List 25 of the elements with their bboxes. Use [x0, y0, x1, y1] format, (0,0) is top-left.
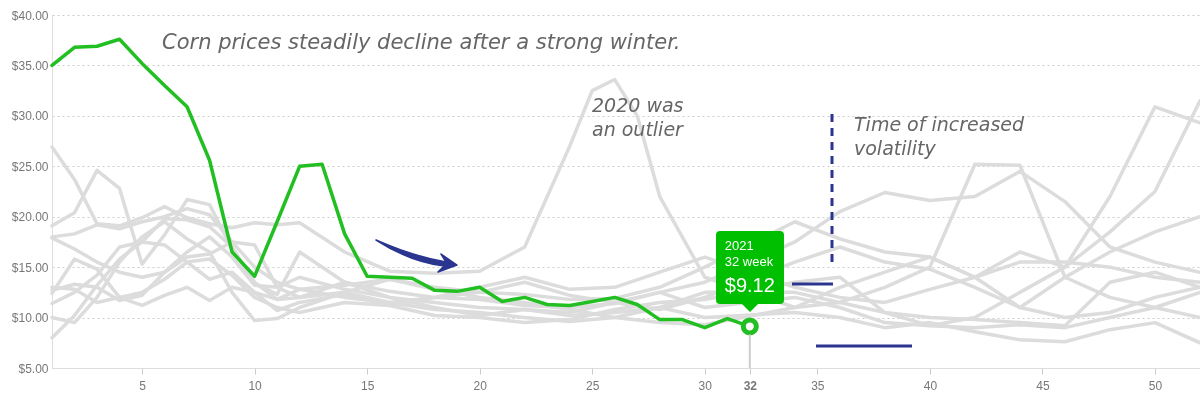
y-tick-label: $20.00	[11, 210, 49, 225]
y-tick-label: $35.00	[11, 58, 49, 73]
x-tick-label: 40	[923, 378, 938, 393]
annotation: Time of increased volatility	[854, 112, 1025, 160]
y-tick-label: $30.00	[11, 109, 49, 124]
x-tick-label: 20	[473, 378, 488, 393]
y-tick-label: $10.00	[11, 311, 49, 326]
x-tick-label: 5	[139, 378, 147, 393]
x-tick-label: 15	[360, 378, 375, 393]
y-tick-label: $5.00	[18, 361, 49, 376]
y-tick-label: $25.00	[11, 159, 49, 174]
x-tick-label: 10	[248, 378, 263, 393]
x-tick-label: 32	[743, 378, 758, 393]
y-tick-label: $15.00	[11, 260, 49, 275]
y-tick-label: $40.00	[11, 8, 49, 23]
x-tick-label: 25	[586, 378, 600, 393]
annotation: 2020 was an outlier	[592, 93, 684, 141]
x-tick-label: 45	[1036, 378, 1050, 393]
x-tick-label: 50	[1148, 378, 1163, 393]
annotation: $9.12	[724, 274, 775, 298]
x-tick-label: 30	[698, 378, 713, 393]
text: Corn prices steadily decline after a strong winter.	[162, 30, 681, 54]
x-tick-label: 35	[811, 378, 825, 393]
text: 2021	[724, 238, 755, 254]
annotation: 32 week	[724, 254, 775, 270]
